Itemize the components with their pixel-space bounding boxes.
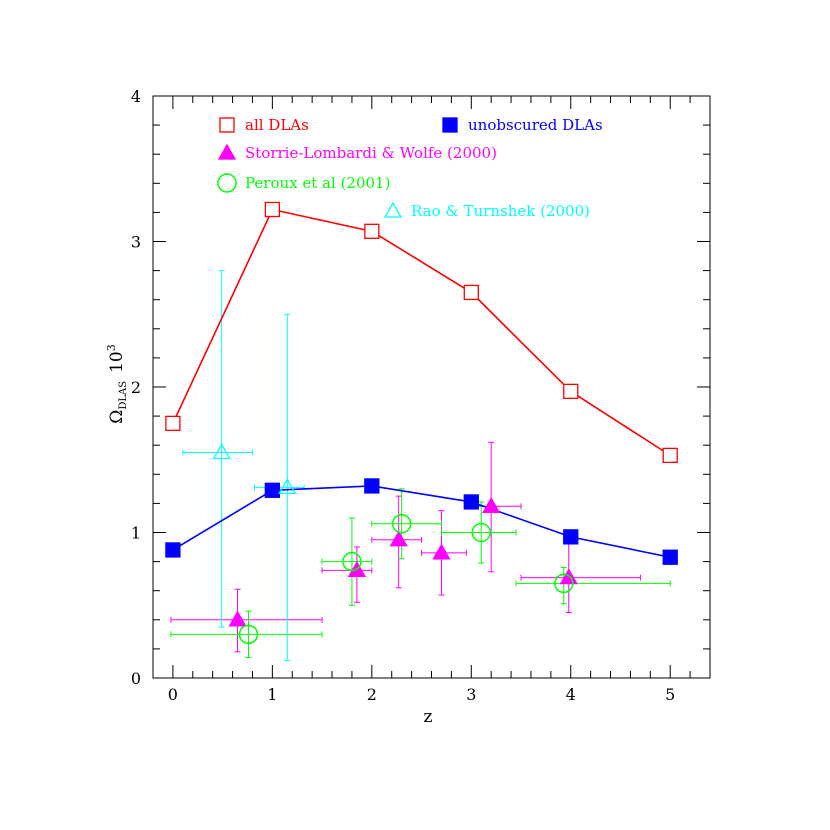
legend-entry: Storrie-Lombardi & Wolfe (2000): [217, 143, 497, 162]
series-errorbars: [182, 270, 305, 662]
y-tick-label: 1: [131, 524, 141, 543]
data-point: [364, 223, 380, 239]
legend: all DLAs unobscured DLAs Storrie-Lombardi …: [217, 116, 603, 220]
legend-label: Rao & Turnshek (2000): [411, 202, 590, 220]
x-tick-label: 0: [168, 685, 178, 704]
data-point: [165, 542, 181, 558]
legend-marker: [217, 143, 237, 160]
data-point: [471, 522, 491, 543]
data-point: [264, 482, 281, 498]
legend-label: unobscured DLAs: [468, 116, 603, 134]
legend-marker: [442, 117, 458, 133]
data-point: [563, 383, 579, 400]
data-point: [463, 494, 479, 510]
y-axis-label-suffix: 10: [107, 351, 127, 373]
data-point: [662, 447, 678, 464]
legend-label: all DLAs: [245, 116, 309, 134]
x-tick-label: 4: [566, 685, 576, 704]
data-point: [482, 496, 501, 513]
svg-text:ΩDLAS103: ΩDLAS 103: [105, 344, 129, 423]
x-tick-label: 1: [267, 685, 277, 704]
data-point: [212, 443, 231, 460]
data-point: [342, 551, 362, 572]
series-errorbars: [170, 488, 671, 659]
legend-label: Storrie-Lombardi & Wolfe (2000): [245, 144, 497, 162]
data-point: [432, 543, 451, 560]
data-point: [391, 514, 412, 534]
y-tick-label: 0: [131, 669, 141, 688]
axis-ticks: 0 1 2 3 4 5 0 1 2 3 4: [131, 87, 711, 704]
data-point: [238, 624, 259, 645]
legend-label: Peroux et al (2001): [245, 174, 390, 192]
y-tick-label: 3: [131, 233, 141, 252]
y-axis-label: ΩDLAS 103: [105, 344, 129, 423]
data-point: [463, 284, 479, 301]
data-point: [264, 201, 281, 218]
data-point: [165, 415, 181, 432]
data-point: [662, 549, 678, 565]
x-tick-label: 5: [665, 685, 675, 704]
x-tick-label: 2: [367, 685, 377, 704]
data-point: [554, 573, 574, 594]
legend-entry: all DLAs: [219, 116, 309, 134]
data-layer: [165, 201, 678, 662]
y-axis-label-subscript: DLAS: [118, 381, 129, 410]
x-tick-label: 3: [466, 685, 476, 704]
legend-entry: unobscured DLAs: [442, 116, 603, 134]
series-line: [172, 485, 671, 559]
y-axis-label-superscript: 3: [105, 344, 118, 351]
series-line: [172, 208, 671, 457]
legend-entry: Rao & Turnshek (2000): [383, 201, 590, 220]
legend-marker: [383, 201, 403, 218]
data-point: [278, 478, 297, 495]
data-point: [364, 478, 380, 494]
y-tick-label: 4: [131, 87, 141, 106]
x-axis-label: z: [424, 707, 433, 727]
data-point: [228, 610, 247, 627]
y-axis-label-symbol: Ω: [107, 410, 127, 424]
data-point: [563, 529, 579, 545]
data-point: [389, 530, 408, 547]
legend-entry: Peroux et al (2001): [217, 173, 390, 193]
legend-marker: [217, 173, 237, 193]
y-tick-label: 2: [131, 378, 141, 397]
legend-marker: [219, 117, 235, 133]
